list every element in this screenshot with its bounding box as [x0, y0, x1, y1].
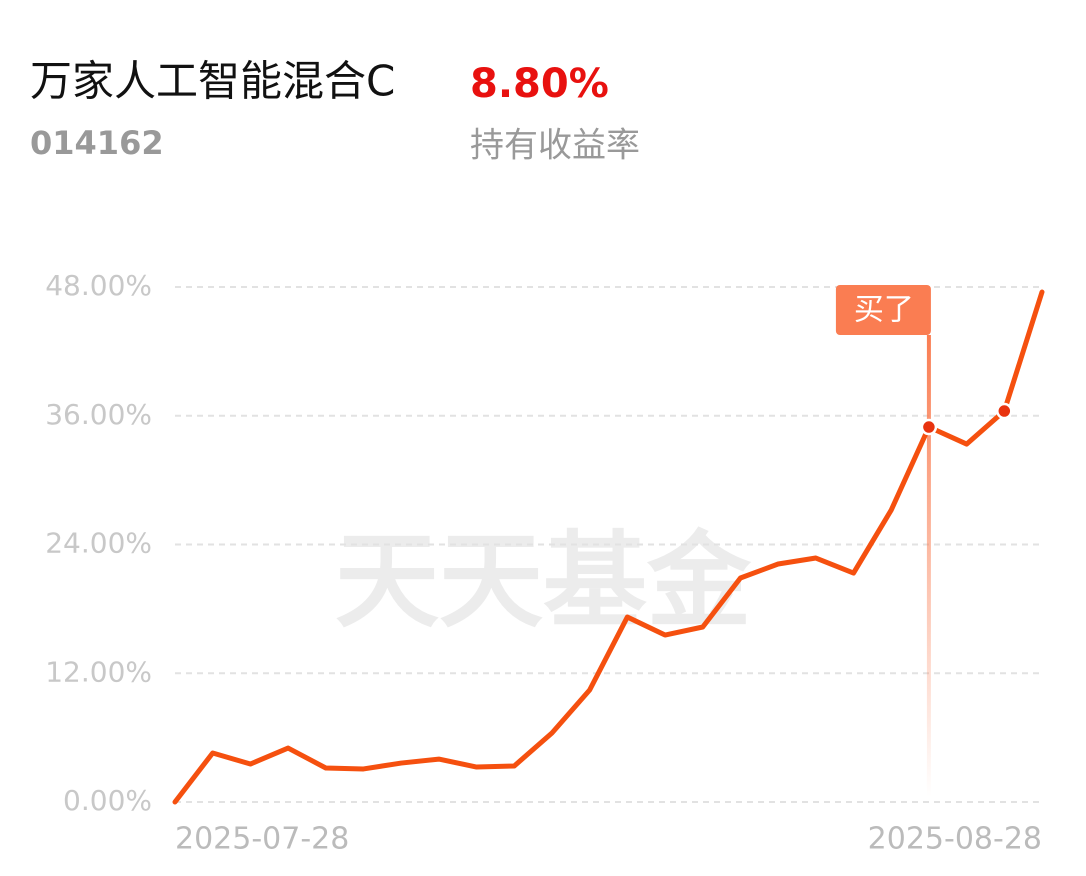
point-marker — [996, 402, 1013, 420]
y-tick-label: 36.00% — [45, 398, 152, 431]
y-tick-label: 24.00% — [45, 527, 152, 560]
annotation-box — [835, 285, 931, 335]
x-tick-label: 2025-07-28 — [175, 822, 349, 857]
fund-title: 万家人工智能混合C — [30, 57, 395, 106]
point-marker — [920, 418, 938, 436]
fund-code: 014162 — [30, 124, 164, 162]
y-tick-label: 48.00% — [45, 269, 152, 302]
return-value: 8.80% — [470, 61, 609, 107]
annotation-label: 买了 — [854, 293, 914, 328]
y-tick-label: 0.00% — [63, 784, 152, 817]
line — [172, 289, 1045, 805]
watermark: 天天基金 — [335, 519, 752, 642]
annotation-line — [926, 335, 931, 797]
x-tick-label: 2025-08-28 — [868, 822, 1042, 857]
y-tick-label: 12.00% — [45, 655, 152, 688]
return-label: 持有收益率 — [470, 126, 640, 166]
